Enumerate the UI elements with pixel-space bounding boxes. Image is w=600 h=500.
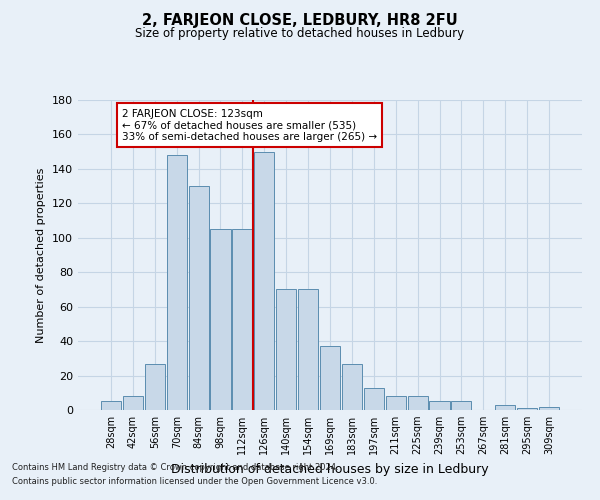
Bar (276, 290, 296, 410)
Bar (430, 402, 449, 410)
Bar (364, 388, 384, 410)
Bar (386, 396, 406, 410)
Bar (123, 396, 143, 410)
Bar (320, 346, 340, 410)
Bar (451, 402, 472, 410)
Text: 2, FARJEON CLOSE, LEDBURY, HR8 2FU: 2, FARJEON CLOSE, LEDBURY, HR8 2FU (142, 12, 458, 28)
Bar (211, 229, 230, 410)
Text: Contains HM Land Registry data © Crown copyright and database right 2024.: Contains HM Land Registry data © Crown c… (12, 464, 338, 472)
Bar (298, 290, 318, 410)
Bar (188, 186, 209, 410)
Bar (407, 396, 428, 410)
Text: Contains public sector information licensed under the Open Government Licence v3: Contains public sector information licen… (12, 477, 377, 486)
Y-axis label: Number of detached properties: Number of detached properties (37, 168, 46, 342)
Bar (495, 405, 515, 410)
Bar (539, 406, 559, 410)
Bar (232, 229, 253, 410)
X-axis label: Distribution of detached houses by size in Ledbury: Distribution of detached houses by size … (171, 462, 489, 475)
Text: 2 FARJEON CLOSE: 123sqm
← 67% of detached houses are smaller (535)
33% of semi-d: 2 FARJEON CLOSE: 123sqm ← 67% of detache… (122, 108, 377, 142)
Bar (145, 364, 165, 410)
Text: Size of property relative to detached houses in Ledbury: Size of property relative to detached ho… (136, 28, 464, 40)
Bar (167, 155, 187, 410)
Bar (101, 402, 121, 410)
Bar (254, 152, 274, 410)
Bar (342, 364, 362, 410)
Bar (517, 408, 537, 410)
